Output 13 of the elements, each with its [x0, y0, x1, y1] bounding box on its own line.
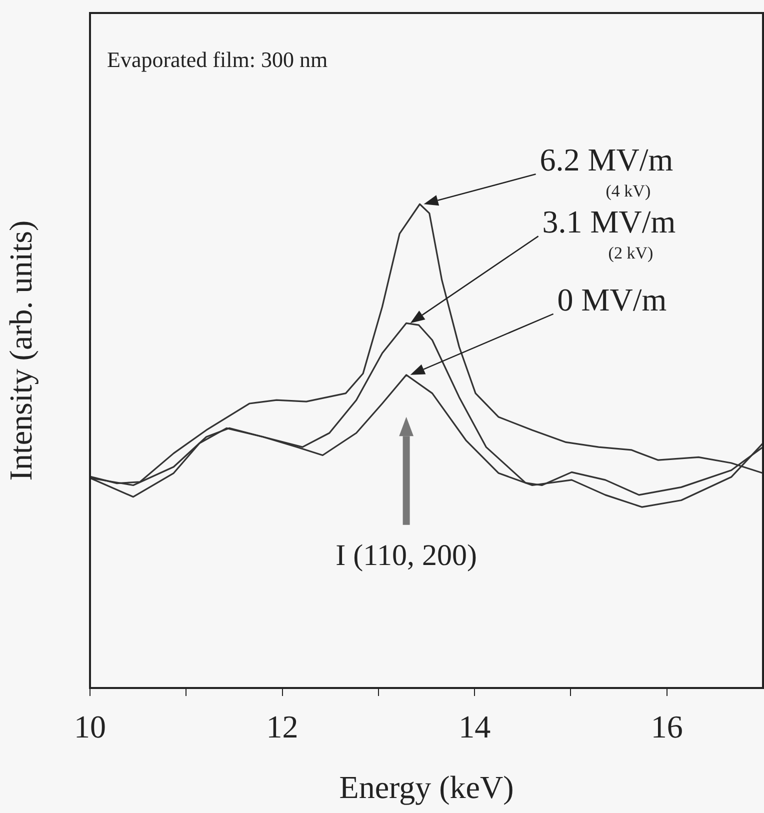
text: (4 kV) — [606, 182, 651, 201]
x-tick-label: 14 — [458, 708, 491, 745]
text: 3.1 MV/m — [542, 204, 676, 240]
x-tick-label: 16 — [650, 708, 683, 745]
annotation: (2 kV) — [608, 244, 654, 263]
x-tick-label: 10 — [74, 708, 106, 745]
text: 0 MV/m — [557, 281, 667, 318]
y-axis-title: Intensity (arb. units) — [2, 220, 39, 481]
x-axis-title: Energy (keV) — [339, 769, 514, 806]
text: 6.2 MV/m — [540, 142, 674, 178]
annotation: I (110, 200) — [336, 538, 477, 572]
text: Evaporated film: 300 nm — [107, 46, 328, 72]
x-tick-label: 12 — [266, 708, 298, 745]
